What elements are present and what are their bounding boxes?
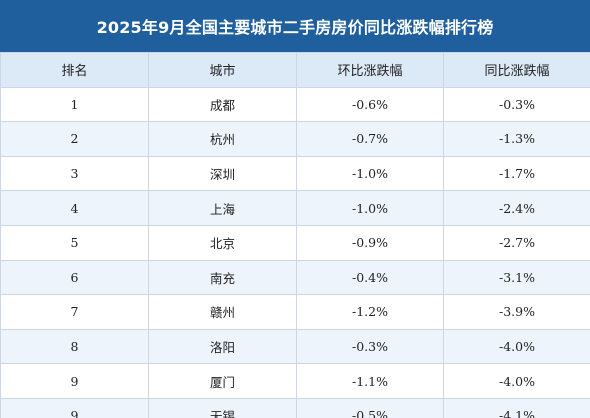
city-cell: 无锡	[148, 397, 297, 418]
yoy-cell: -4.1%	[443, 397, 590, 418]
table-row: 7 赣州 -1.2% -3.9%	[0, 294, 590, 330]
mom-cell: -1.2%	[296, 294, 444, 330]
rank-cell: 9	[0, 397, 149, 418]
mom-cell: -0.5%	[296, 397, 444, 418]
mom-cell: -0.9%	[296, 224, 444, 261]
yoy-cell: -3.1%	[443, 259, 590, 296]
yoy-cell: -4.0%	[443, 328, 590, 365]
header-city: 城市	[148, 52, 297, 88]
yoy-cell: -0.3%	[443, 86, 590, 123]
city-cell: 洛阳	[148, 328, 297, 365]
rank-cell: 6	[0, 259, 149, 296]
rank-cell: 5	[0, 224, 149, 261]
yoy-cell: -4.0%	[443, 363, 590, 399]
city-cell: 厦门	[148, 363, 297, 399]
city-cell: 北京	[148, 224, 297, 261]
city-cell: 成都	[148, 86, 297, 123]
yoy-cell: -1.3%	[443, 121, 590, 157]
table-row: 5 北京 -0.9% -2.7%	[0, 224, 590, 261]
mom-cell: -1.0%	[296, 190, 444, 226]
table-row: 2 杭州 -0.7% -1.3%	[0, 121, 590, 157]
table-row: 6 南充 -0.4% -3.1%	[0, 259, 590, 296]
table-row: 9 厦门 -1.1% -4.0%	[0, 363, 590, 399]
rank-cell: 7	[0, 294, 149, 330]
table-row: 1 成都 -0.6% -0.3%	[0, 86, 590, 123]
mom-cell: -1.0%	[296, 155, 444, 192]
rank-cell: 1	[0, 86, 149, 123]
mom-cell: -0.4%	[296, 259, 444, 296]
mom-cell: -1.1%	[296, 363, 444, 399]
rank-cell: 9	[0, 363, 149, 399]
table-row: 8 洛阳 -0.3% -4.0%	[0, 328, 590, 365]
table-header-row: 排名 城市 环比涨跌幅 同比涨跌幅	[0, 52, 590, 88]
yoy-cell: -2.7%	[443, 224, 590, 261]
city-cell: 上海	[148, 190, 297, 226]
rank-cell: 3	[0, 155, 149, 192]
table-row: 9 无锡 -0.5% -4.1%	[0, 397, 590, 418]
table-row: 3 深圳 -1.0% -1.7%	[0, 155, 590, 192]
city-cell: 赣州	[148, 294, 297, 330]
yoy-cell: -2.4%	[443, 190, 590, 226]
ranking-table: 排名 城市 环比涨跌幅 同比涨跌幅 1 成都 -0.6% -0.3% 2 杭州 …	[0, 52, 590, 418]
mom-cell: -0.7%	[296, 121, 444, 157]
header-rank: 排名	[0, 52, 149, 88]
city-cell: 深圳	[148, 155, 297, 192]
header-yoy-change: 同比涨跌幅	[443, 52, 590, 88]
header-mom-change: 环比涨跌幅	[296, 52, 444, 88]
city-cell: 南充	[148, 259, 297, 296]
mom-cell: -0.3%	[296, 328, 444, 365]
table-row: 4 上海 -1.0% -2.4%	[0, 190, 590, 226]
yoy-cell: -3.9%	[443, 294, 590, 330]
rank-cell: 2	[0, 121, 149, 157]
rank-cell: 8	[0, 328, 149, 365]
rank-cell: 4	[0, 190, 149, 226]
table-title: 2025年9月全国主要城市二手房房价同比涨跌幅排行榜	[0, 0, 590, 52]
mom-cell: -0.6%	[296, 86, 444, 123]
city-cell: 杭州	[148, 121, 297, 157]
yoy-cell: -1.7%	[443, 155, 590, 192]
